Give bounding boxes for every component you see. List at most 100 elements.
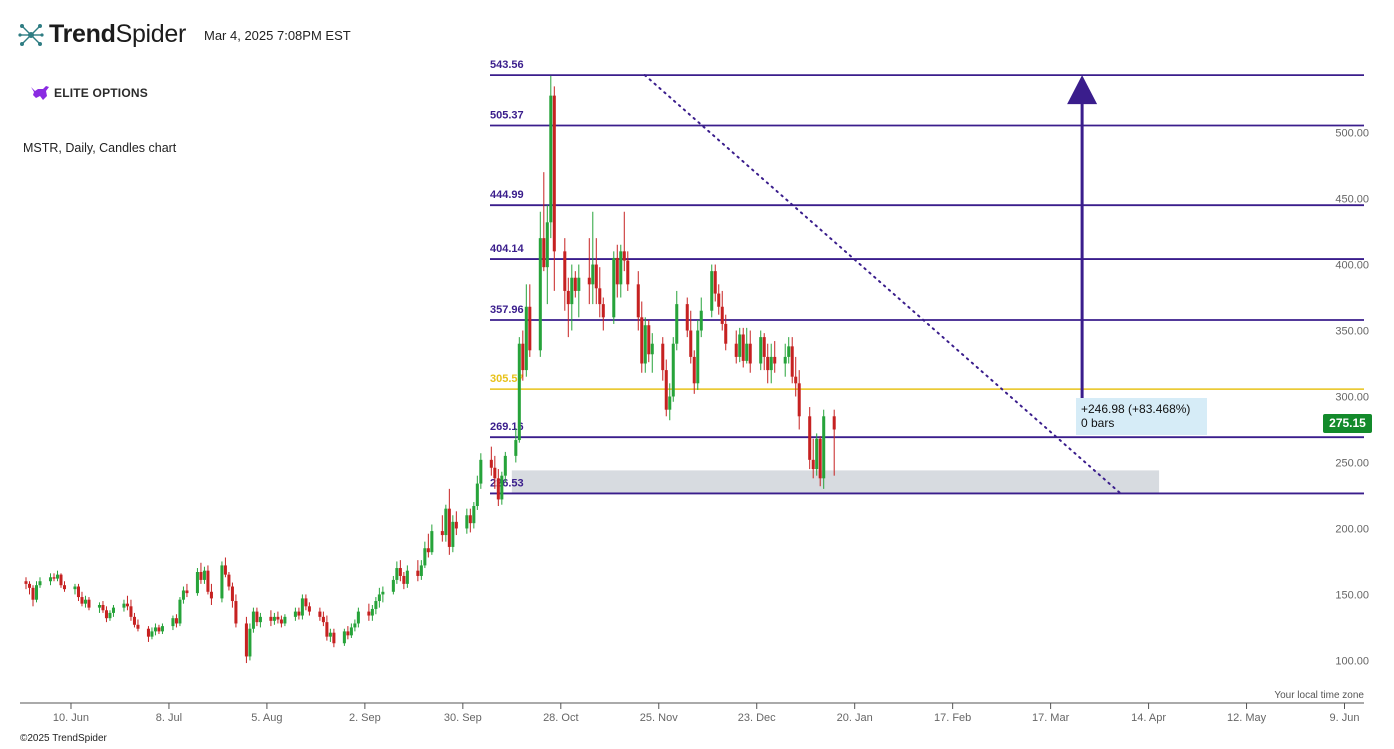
candle-body (738, 334, 742, 357)
candle-body (251, 611, 255, 629)
candle-body (199, 572, 203, 580)
measure-arrow (1067, 75, 1098, 402)
candle-body (300, 598, 304, 616)
candle-body (514, 440, 518, 456)
candle-body (472, 506, 476, 524)
candle-body (374, 601, 378, 609)
candle-body (108, 612, 112, 619)
candle-body (171, 618, 175, 627)
candle-body (181, 590, 185, 600)
candle-body (822, 416, 826, 479)
candle-body (724, 323, 728, 344)
candle-body (178, 599, 182, 624)
candle-body (297, 611, 301, 616)
candle-body (332, 632, 336, 644)
brand-name: TrendSpider (49, 20, 187, 48)
timezone-label[interactable]: Your local time zone (1274, 690, 1364, 701)
candle-body (293, 611, 297, 617)
candle-body (444, 508, 448, 536)
candle-body (591, 264, 595, 285)
measure-box: +246.98 (+83.468%) 0 bars (1076, 398, 1207, 435)
candle-body (545, 222, 549, 268)
candle-body (146, 628, 150, 637)
candle-body (174, 618, 178, 624)
candle-body (419, 565, 423, 576)
trendspider-logo-icon (18, 23, 44, 46)
candle-body (675, 304, 679, 344)
candle-body (566, 290, 570, 305)
candle-body (808, 416, 812, 460)
candle-body (223, 565, 227, 575)
price-levels: 543.56 505.37 444.99 404.14 357.96 305.57 269.… (490, 59, 1364, 495)
candle-body (619, 251, 623, 285)
x-tick-label: 20. Jan (837, 712, 873, 724)
x-axis: 10. Jun 8. Jul 5. Aug 2. Sep 30. Sep 28. Oct 2… (20, 702, 1364, 724)
candle-body (647, 325, 651, 355)
candle-body (220, 565, 224, 599)
x-tick-label: 14. Apr (1131, 712, 1166, 724)
level-label: 444.99 (490, 189, 524, 201)
candle-body (83, 599, 87, 604)
candle-body (811, 459, 815, 470)
candle-body (416, 570, 420, 576)
x-tick-label: 17. Mar (1032, 712, 1070, 724)
candle-body (650, 343, 654, 355)
candle-body (27, 583, 32, 588)
symbol-line: MSTR, Daily, Candles chart (23, 141, 177, 155)
x-tick-label: 2. Sep (349, 712, 381, 724)
measure-arrow-head (1067, 75, 1098, 105)
x-tick-label: 10. Jun (53, 712, 89, 724)
level-label: 543.56 (490, 59, 524, 71)
candle-body (206, 570, 210, 592)
candle-body (475, 483, 479, 507)
candle-body (696, 330, 700, 384)
candle-body (636, 284, 640, 318)
candle-body (318, 611, 322, 617)
x-tick-label: 28. Oct (543, 712, 578, 724)
candle-body (598, 288, 602, 305)
partner-logo: ELITE OPTIONS (30, 84, 148, 102)
trendline-line (643, 74, 1122, 495)
candle-body (577, 277, 581, 291)
candle-body (111, 607, 115, 613)
candle-body (31, 587, 35, 600)
y-tick-label: 400.00 (1335, 260, 1369, 272)
candle-body (528, 306, 532, 351)
candle-body (440, 531, 444, 536)
candle-body (790, 346, 794, 377)
candle-body (307, 606, 311, 612)
candle-body (689, 330, 693, 357)
candle-body (395, 568, 399, 580)
candle-body (122, 603, 126, 608)
candle-body (479, 459, 483, 484)
candle-body (430, 531, 434, 553)
candle-body (573, 277, 577, 291)
candle-body (76, 586, 80, 598)
candle-body (97, 604, 101, 608)
candle-body (615, 257, 619, 285)
candle-body (150, 631, 154, 637)
candle-body (125, 603, 129, 607)
candle-body (423, 548, 427, 566)
candle-body (538, 238, 542, 351)
candle-body (769, 356, 773, 371)
candle-body (720, 306, 724, 324)
candle-body (356, 611, 360, 624)
level-label: 505.37 (490, 109, 524, 121)
candle-body (328, 632, 332, 637)
candle-body (59, 574, 63, 586)
candle-body (493, 467, 497, 479)
candle-body (202, 570, 206, 580)
y-tick-label: 100.00 (1335, 655, 1369, 667)
candle-body (447, 508, 451, 547)
candle-body (668, 396, 672, 410)
candle-body (24, 581, 28, 584)
candle-body (766, 356, 770, 371)
candle-body (185, 590, 189, 594)
candle-body (664, 370, 668, 410)
x-tick-label: 12. May (1227, 712, 1267, 724)
candle-body (496, 478, 500, 500)
candle-body (671, 343, 675, 397)
candle-body (391, 579, 395, 592)
